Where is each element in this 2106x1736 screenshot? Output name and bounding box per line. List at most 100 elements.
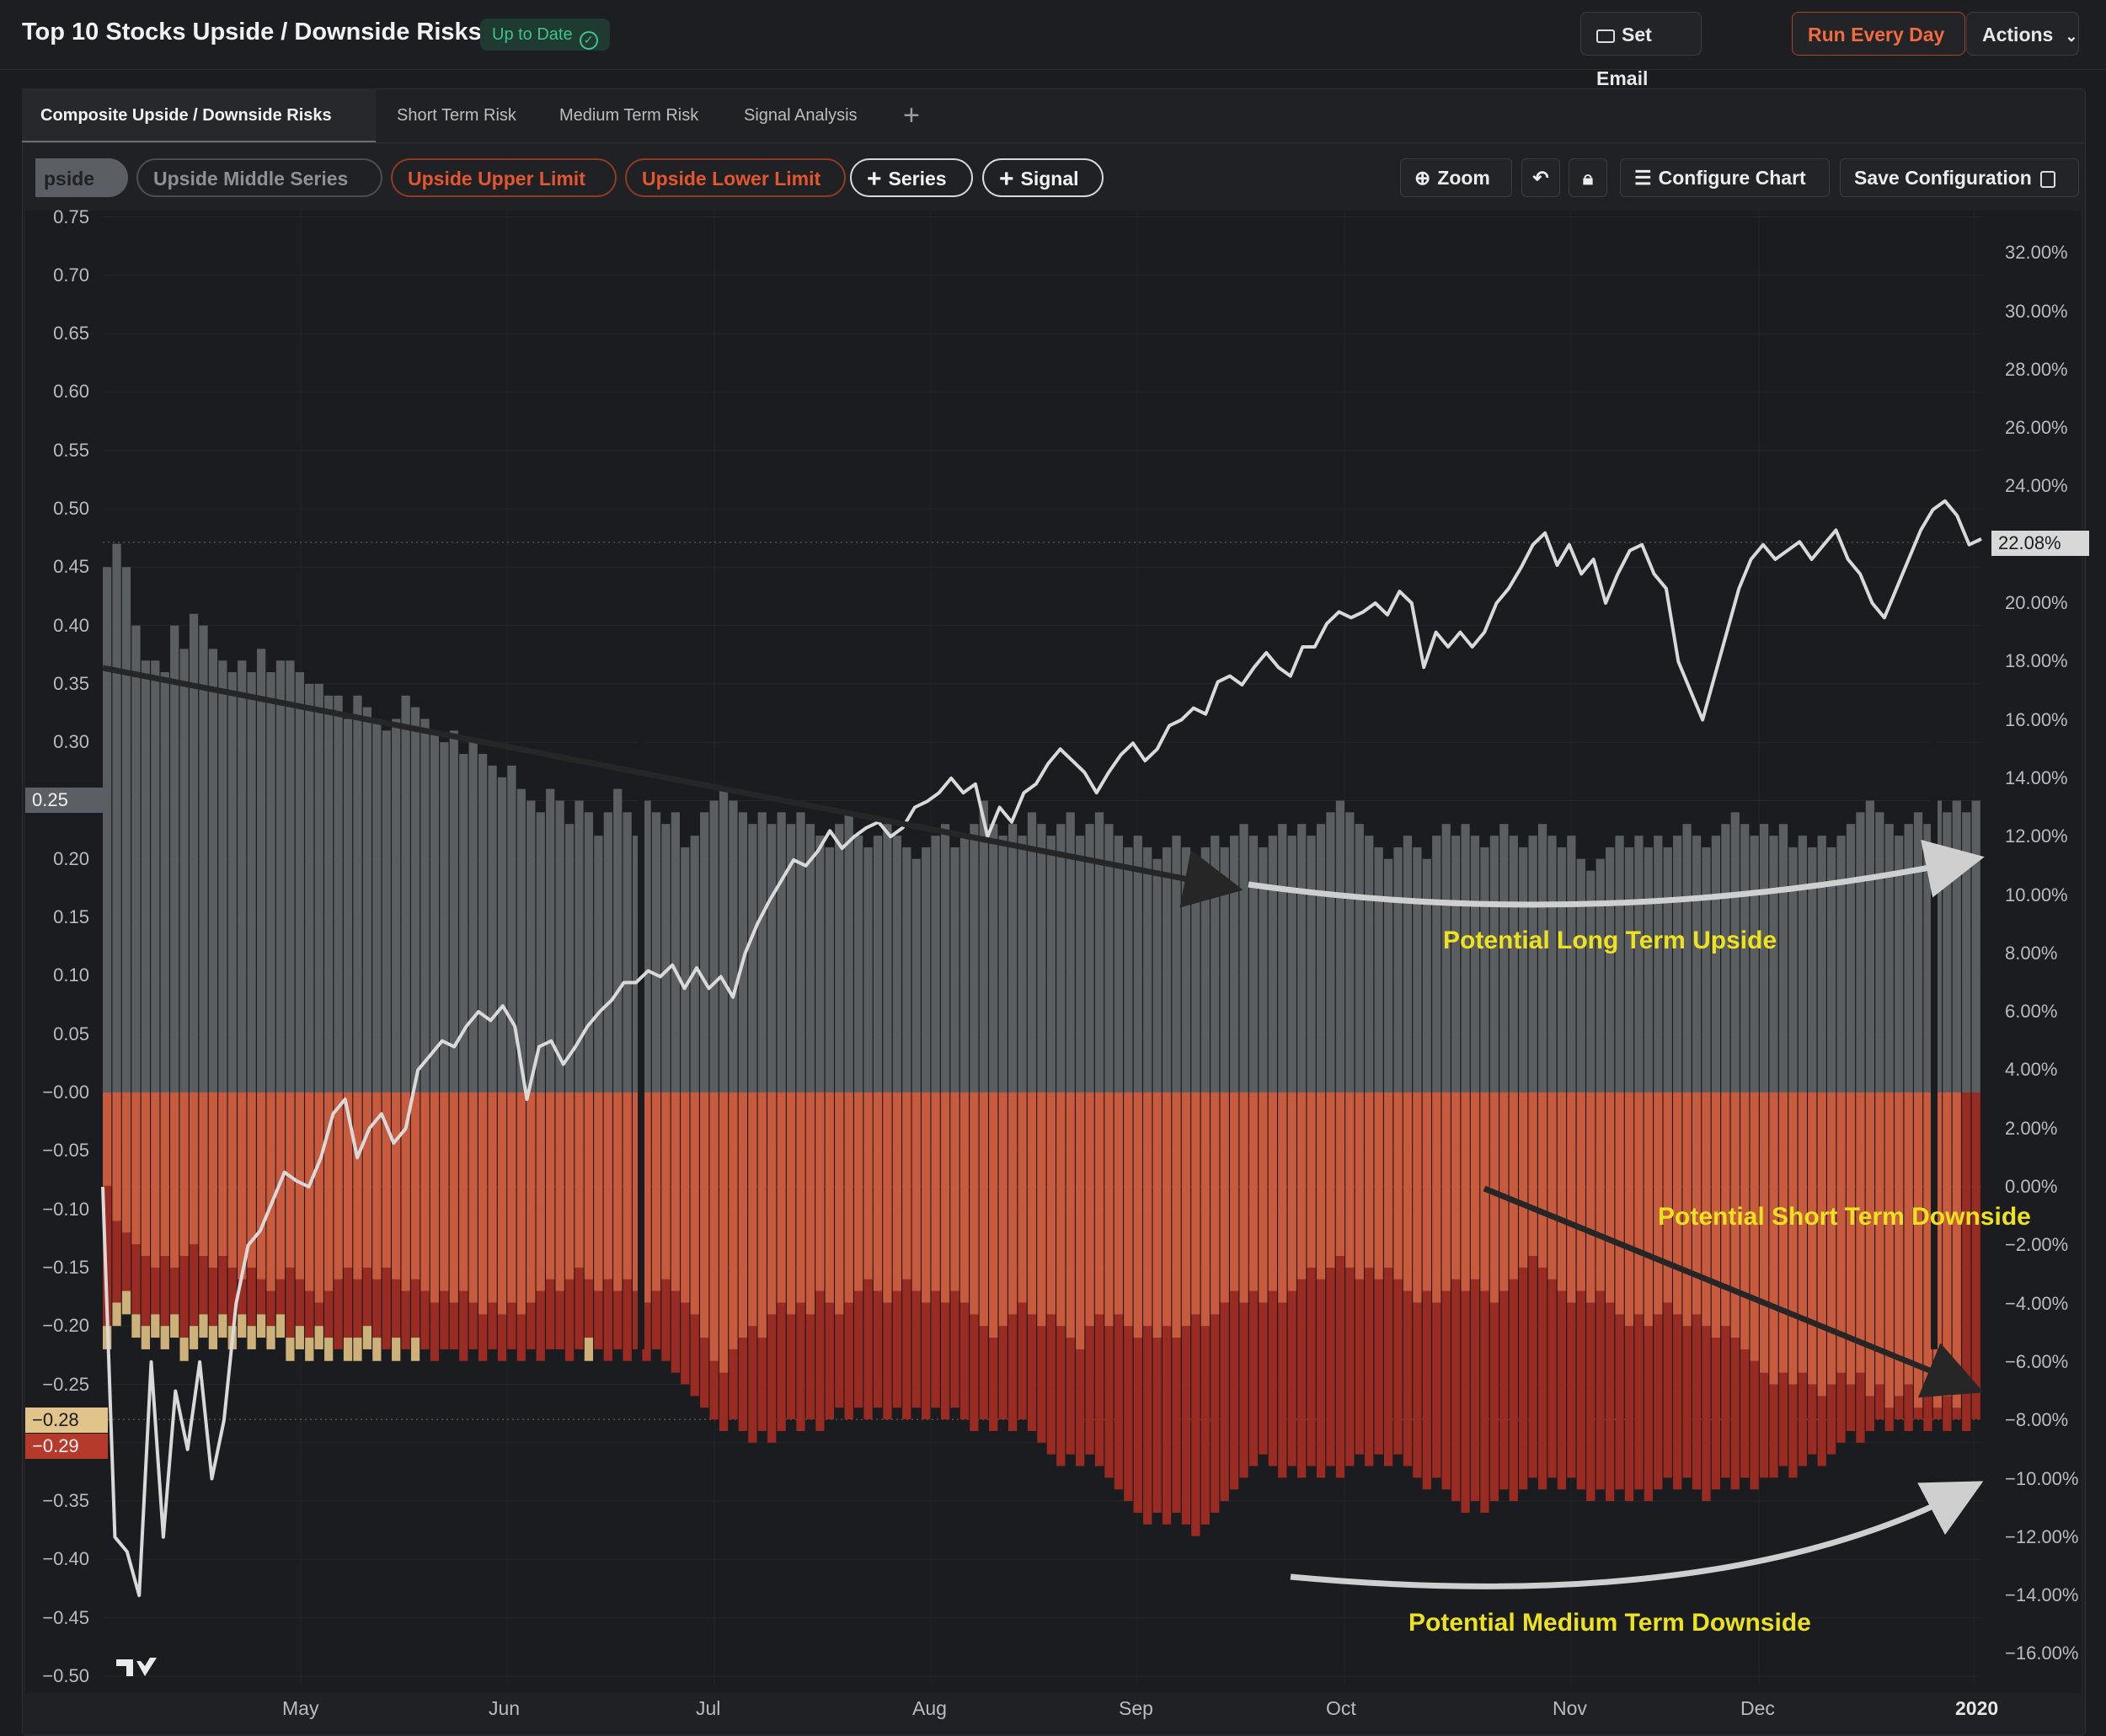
left-tick-label: −0.35: [42, 1490, 89, 1512]
left-tick-label: 0.35: [53, 672, 89, 694]
series-pill-upside[interactable]: pside: [35, 158, 128, 197]
left-tick-label: −0.25: [42, 1373, 89, 1395]
series-pill-upside-middle[interactable]: Upside Middle Series: [136, 158, 382, 197]
right-tick-label: 20.00%: [2005, 592, 2068, 613]
status-badge: Up to Date ✓: [480, 19, 610, 51]
right-tick-label: −10.00%: [2005, 1467, 2079, 1489]
right-tick-label: 2.00%: [2005, 1117, 2058, 1139]
right-tick-label: −8.00%: [2005, 1409, 2069, 1431]
tab-signal-analysis[interactable]: Signal Analysis: [744, 106, 858, 125]
top-bar: Top 10 Stocks Upside / Downside Risks Up…: [0, 0, 2106, 133]
left-medium-marker: −0.29: [25, 1434, 108, 1459]
x-tick-label: Oct: [1326, 1697, 1356, 1719]
left-tick-label: 0.20: [53, 847, 89, 869]
right-tick-label: −12.00%: [2005, 1525, 2079, 1547]
left-tick-label: −0.50: [42, 1665, 89, 1686]
series-pill-upside-lower[interactable]: Upside Lower Limit: [625, 158, 846, 197]
right-tick-label: 6.00%: [2005, 1001, 2058, 1023]
left-tick-label: 0.45: [53, 556, 89, 578]
left-tick-label: −0.05: [42, 1140, 89, 1162]
chart-panel: [22, 88, 2086, 1736]
tab-composite[interactable]: Composite Upside / Downside Risks ⋮: [22, 88, 376, 179]
add-series-button[interactable]: + Series: [850, 158, 973, 197]
tab-short-term-risk[interactable]: Short Term Risk: [397, 106, 516, 125]
left-tick-label: −0.00: [42, 1082, 89, 1103]
right-tick-label: 16.00%: [2005, 708, 2068, 730]
left-tick-label: −0.15: [42, 1256, 89, 1278]
tab-medium-term-risk[interactable]: Medium Term Risk: [559, 106, 699, 125]
right-tick-label: −6.00%: [2005, 1350, 2069, 1372]
series-pill-upside-upper[interactable]: Upside Upper Limit: [391, 158, 617, 197]
right-tick-label: 30.00%: [2005, 300, 2068, 322]
right-tick-label: −16.00%: [2005, 1643, 2079, 1664]
zoom-label: Zoom: [1437, 167, 1490, 189]
add-signal-button[interactable]: + Signal: [982, 158, 1104, 197]
x-tick-label: Jun: [489, 1697, 521, 1719]
add-series-label: Series: [888, 168, 947, 190]
left-tick-label: 0.15: [53, 906, 89, 928]
left-tick-label: 0.65: [53, 323, 89, 345]
left-tick-label: −0.40: [42, 1548, 89, 1570]
left-tick-label: −0.10: [42, 1198, 89, 1220]
tab-bar: Composite Upside / Downside Risks ⋮ Shor…: [22, 88, 2084, 179]
right-tick-label: 10.00%: [2005, 884, 2068, 905]
zoom-button[interactable]: ⊕ Zoom: [1400, 158, 1512, 197]
page-title: Top 10 Stocks Upside / Downside Risks: [22, 19, 482, 45]
right-tick-label: 14.00%: [2005, 767, 2068, 788]
chevron-down-icon: ⌄: [2065, 28, 2078, 45]
right-tick-label: 32.00%: [2005, 242, 2068, 264]
right-tick-label: 18.00%: [2005, 650, 2068, 672]
undo-button[interactable]: ↶: [1521, 158, 1560, 197]
zoom-icon: ⊕: [1414, 167, 1431, 189]
configure-chart-button[interactable]: ☰ Configure Chart: [1620, 158, 1830, 197]
right-tick-label: 8.00%: [2005, 942, 2058, 964]
right-tick-label: 4.00%: [2005, 1059, 2058, 1081]
left-tick-label: 0.10: [53, 964, 89, 986]
status-badge-label: Up to Date: [492, 25, 573, 44]
tab-composite-label: Composite Upside / Downside Risks: [40, 106, 332, 125]
add-tab-icon[interactable]: +: [903, 99, 920, 131]
configure-chart-label: Configure Chart: [1658, 167, 1806, 189]
plus-icon: +: [867, 165, 882, 193]
annotation-long-term-upside: Potential Long Term Upside: [1443, 927, 1777, 954]
run-every-day-label: Run Every Day: [1808, 24, 1945, 45]
left-current-marker: 0.25: [25, 788, 108, 813]
left-tick-label: 0.75: [53, 206, 89, 227]
left-tick-label: 0.05: [53, 1023, 89, 1044]
x-tick-label: Sep: [1119, 1697, 1153, 1719]
left-tick-label: 0.40: [53, 614, 89, 636]
plus-icon: +: [999, 165, 1014, 193]
add-signal-label: Signal: [1020, 168, 1079, 190]
left-tick-label: 0.30: [53, 731, 89, 753]
right-tick-label: 26.00%: [2005, 417, 2068, 439]
save-configuration-label: Save Configuration: [1854, 167, 2032, 189]
save-configuration-button[interactable]: Save Configuration: [1840, 158, 2079, 197]
sliders-icon: ☰: [1634, 167, 1652, 189]
right-tick-label: 12.00%: [2005, 825, 2068, 847]
set-email-alerts-button[interactable]: Set Email Alerts: [1580, 12, 1702, 133]
left-tick-label: 0.50: [53, 498, 89, 519]
left-tick-label: −0.20: [42, 1315, 89, 1337]
left-short-marker: −0.28: [25, 1407, 108, 1433]
x-tick-label: Aug: [912, 1697, 947, 1719]
x-tick-label: May: [282, 1697, 319, 1719]
left-tick-label: 0.60: [53, 381, 89, 403]
x-tick-label: Dec: [1740, 1697, 1775, 1719]
annotation-medium-term-downside: Potential Medium Term Downside: [1408, 1609, 1811, 1637]
mail-icon: [1596, 29, 1615, 43]
left-tick-label: 0.55: [53, 439, 89, 461]
x-tick-label: 2020: [1955, 1697, 1999, 1719]
left-tick-label: −0.45: [42, 1606, 89, 1628]
run-every-day-button[interactable]: Run Every Day: [1792, 12, 1965, 56]
right-tick-label: 28.00%: [2005, 358, 2068, 380]
right-tick-label: −2.00%: [2005, 1234, 2069, 1256]
lock-button[interactable]: 🔒︎: [1569, 158, 1607, 197]
actions-label: Actions: [1982, 24, 2054, 45]
check-icon: ✓: [579, 31, 598, 50]
right-price-marker: 22.08%: [1991, 531, 2089, 556]
right-tick-label: 24.00%: [2005, 475, 2068, 497]
left-tick-label: 0.70: [53, 264, 89, 286]
actions-dropdown[interactable]: Actions ⌄: [1966, 12, 2079, 56]
right-tick-label: 0.00%: [2005, 1176, 2058, 1197]
save-icon: [2039, 171, 2055, 188]
